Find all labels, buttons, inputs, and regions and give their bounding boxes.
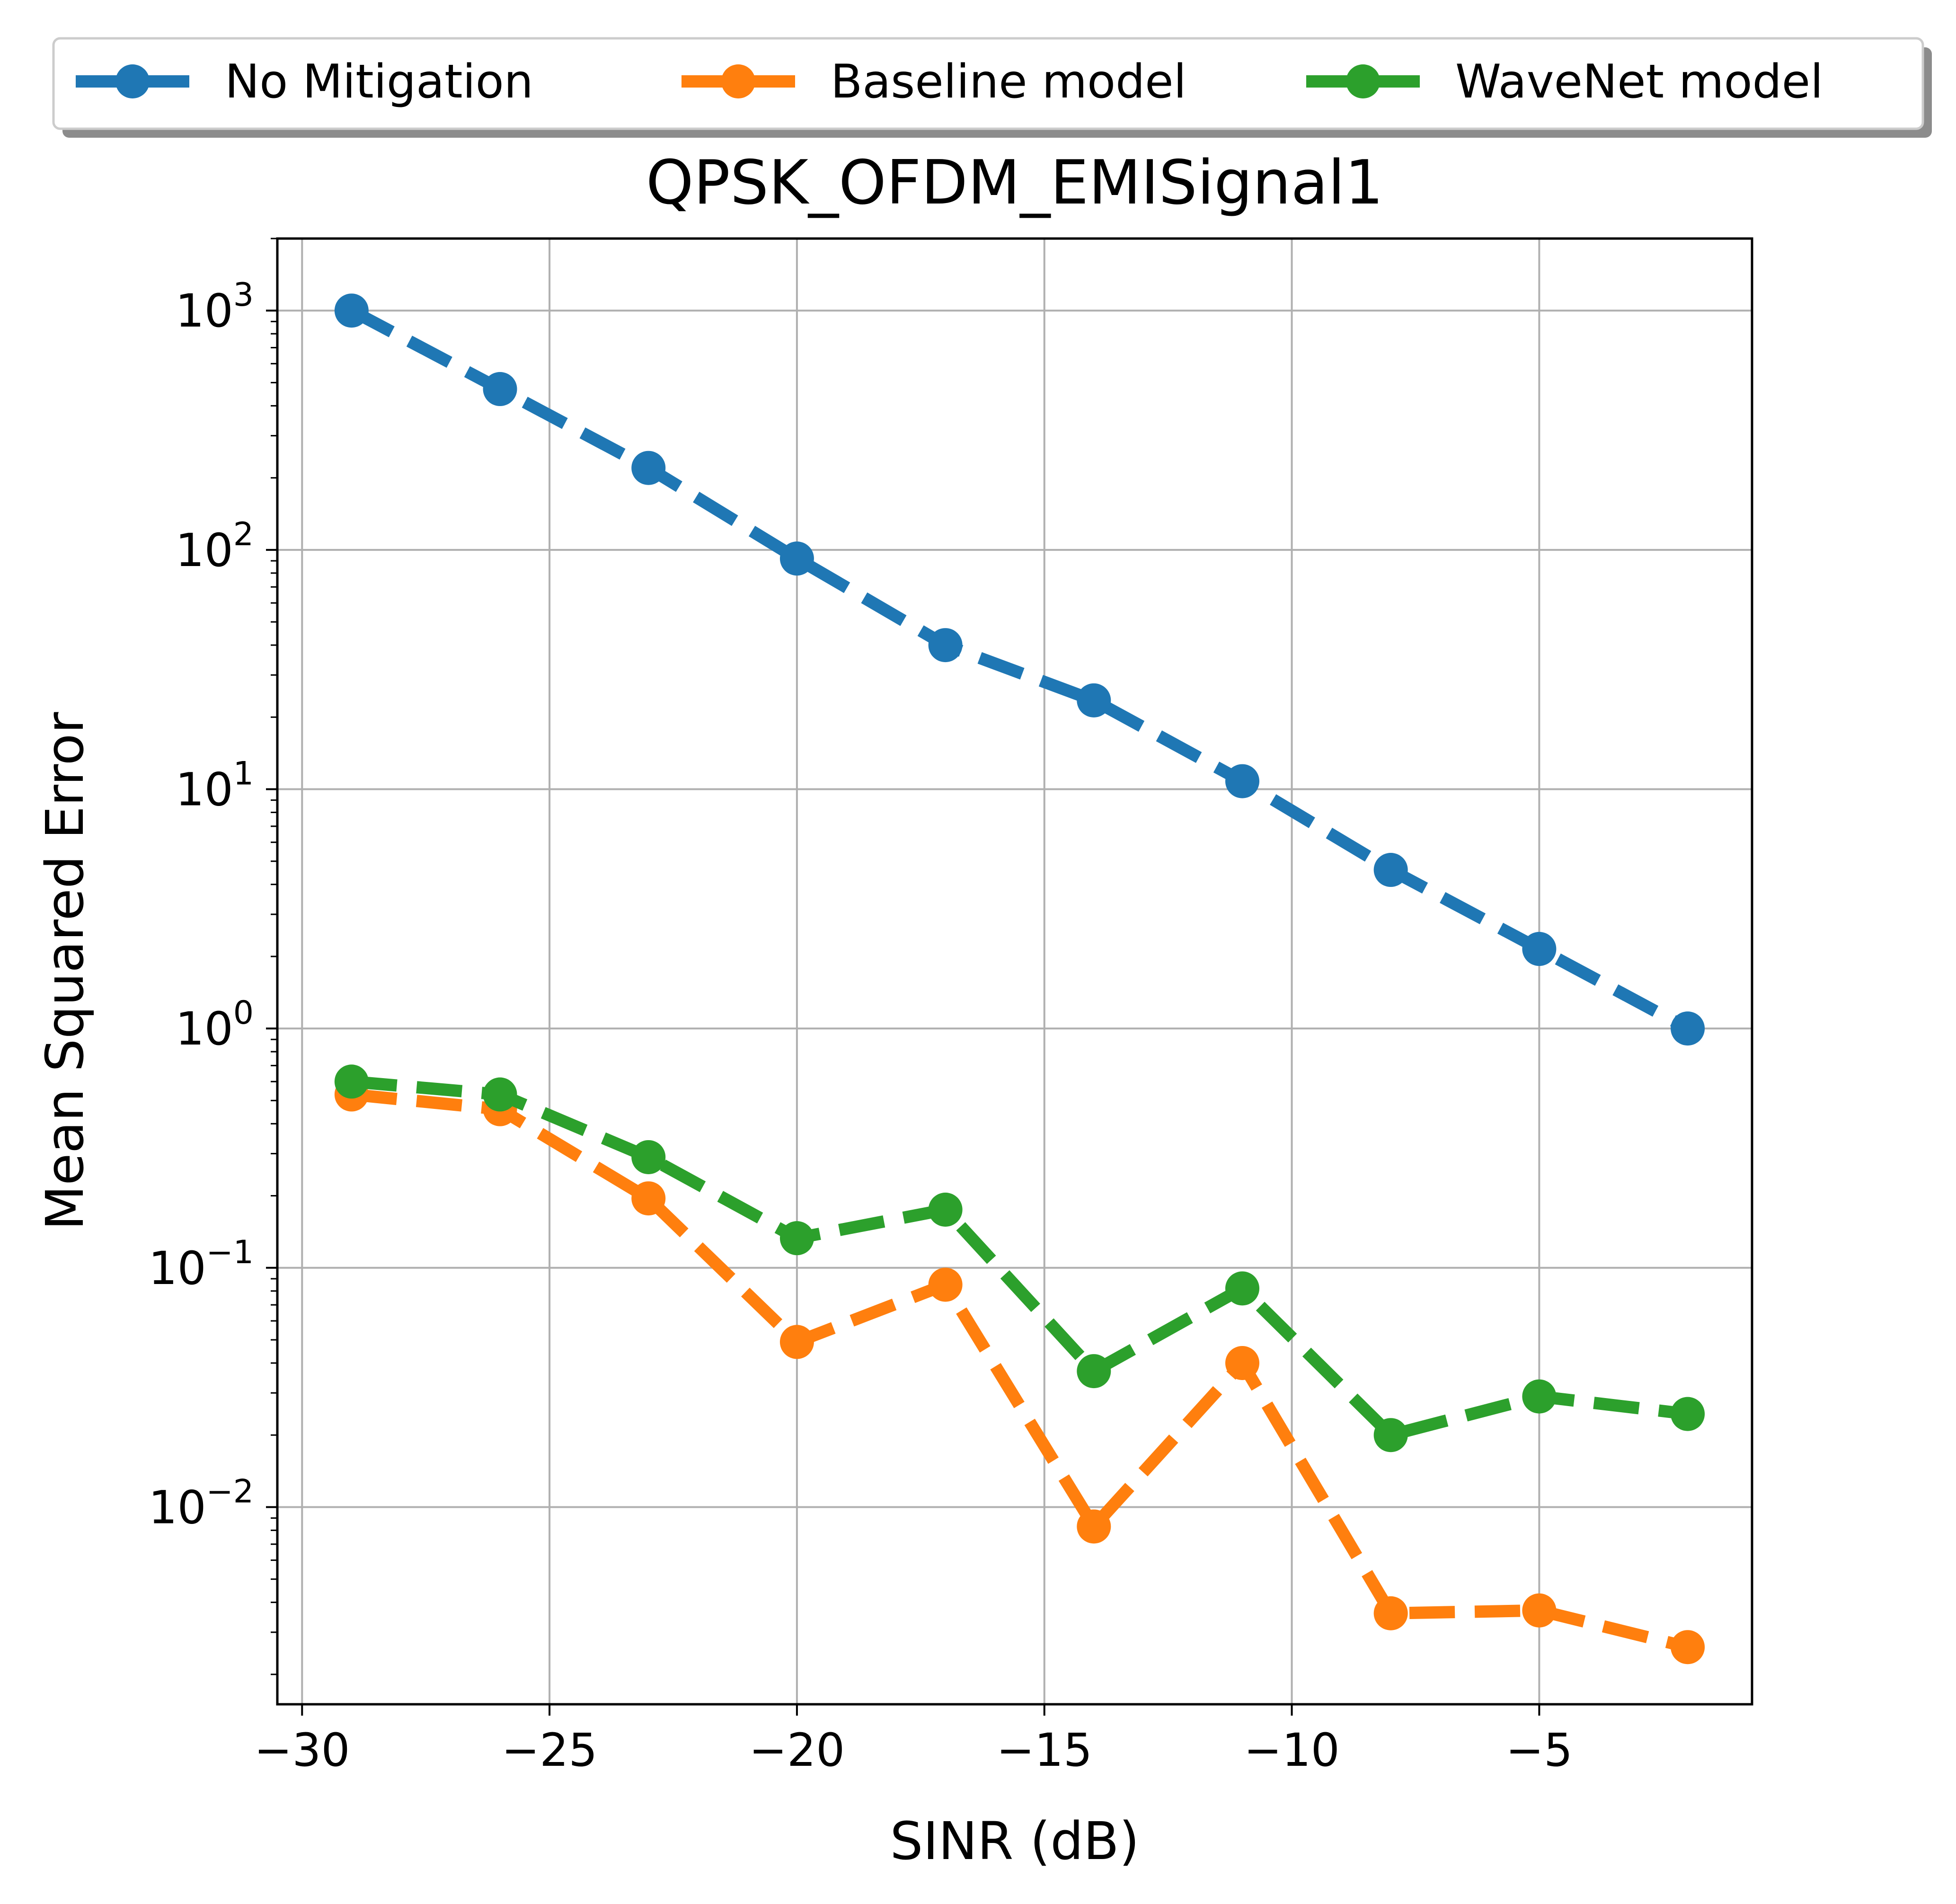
y-tick-label: 10−2 [149,1473,254,1534]
data-point [631,1181,666,1216]
legend-label: No Mitigation [225,55,533,109]
ticks: −30 −25 −20 −15 −10 −5 103 102 101 100 10−1 10−2 [149,238,1573,1777]
data-point [779,541,814,576]
x-tick-label: −5 [1506,1724,1573,1777]
data-point [1225,764,1259,798]
series-layer [334,293,1705,1665]
x-tick-label: −25 [502,1724,598,1777]
x-tick-label: −10 [1244,1724,1340,1777]
legend-marker [115,64,150,98]
data-point [1671,1011,1705,1046]
data-point [1373,1418,1408,1452]
x-tick-label: −20 [749,1724,845,1777]
legend: No Mitigation Baseline model WaveNet model [52,37,1932,138]
data-point [1077,1354,1111,1389]
grid [277,239,1752,1704]
y-tick-label: 102 [176,516,254,577]
data-point [1077,683,1111,717]
data-point [631,451,666,485]
legend-marker [1346,64,1380,98]
data-point [928,1192,963,1227]
x-tick-label: −30 [254,1724,350,1777]
data-point [483,1077,517,1112]
data-point [631,1140,666,1174]
data-point [1522,1379,1557,1414]
data-point [928,628,963,663]
x-tick-label: −15 [996,1724,1092,1777]
data-point [779,1221,814,1256]
legend-label: Baseline model [831,55,1186,109]
data-point [779,1325,814,1359]
data-point [1373,1596,1408,1630]
y-tick-label: 100 [176,994,254,1055]
data-point [928,1267,963,1302]
series-0 [334,293,1705,1046]
data-point [1225,1271,1259,1306]
legend-item-0: No Mitigation [76,55,533,109]
series-line [348,305,1691,1034]
data-point [483,372,517,407]
y-axis-label: Mean Squared Error [35,712,95,1231]
y-tick-label: 10−1 [149,1234,254,1295]
data-point [1671,1397,1705,1431]
series-1 [334,1077,1705,1665]
x-axis-label: SINR (dB) [890,1811,1139,1871]
legend-item-1: Baseline model [682,55,1186,109]
legend-box [52,37,1924,130]
legend-marker [721,64,755,98]
data-point [1225,1346,1259,1380]
data-point [1077,1509,1111,1544]
series-2 [334,1064,1705,1452]
data-point [1522,1593,1557,1628]
y-tick-label: 101 [176,755,254,816]
y-tick-label: 103 [176,276,254,337]
data-point [1522,932,1557,966]
data-point [334,293,369,328]
data-point [1671,1630,1705,1665]
series-line [351,1075,1689,1442]
data-point [334,1064,369,1099]
series-line [351,1088,1690,1653]
chart-title: QPSK_OFDM_EMISignal1 [646,148,1383,218]
data-point [1373,853,1408,887]
legend-item-2: WaveNet model [1306,55,1823,109]
legend-label: WaveNet model [1455,55,1823,109]
plot-frame [276,237,1753,1706]
